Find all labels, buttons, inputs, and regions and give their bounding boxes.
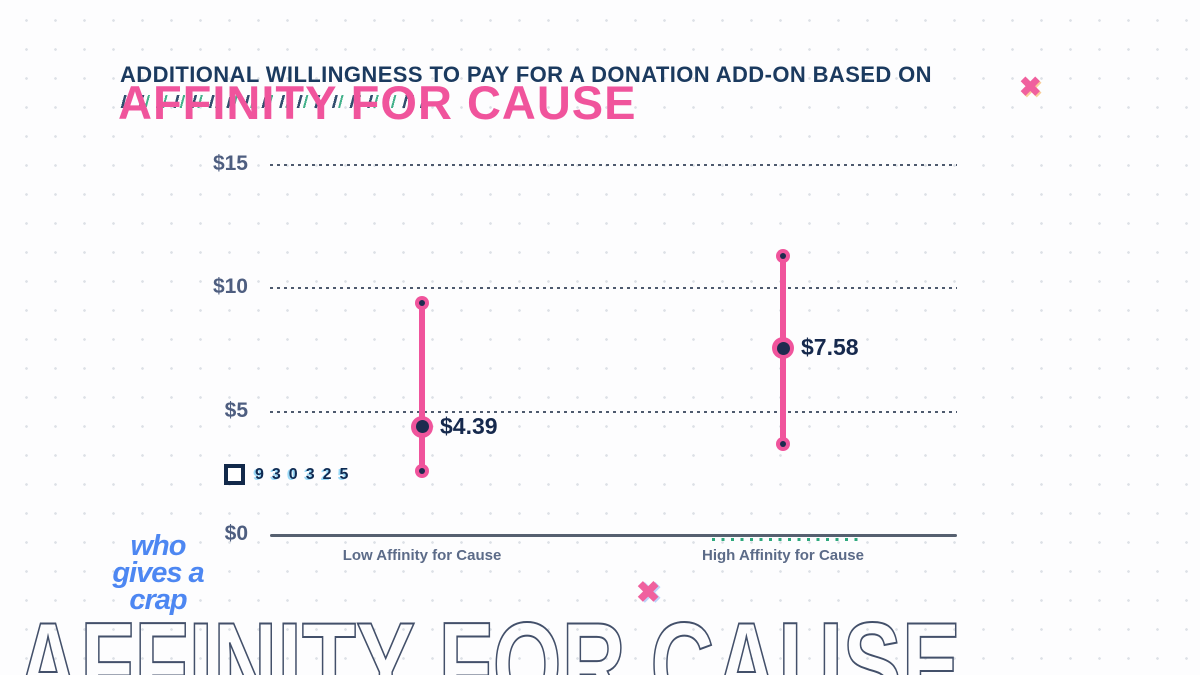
slide-title-line1: ADDITIONAL WILLINGNESS TO PAY FOR A DONA…: [120, 62, 932, 87]
code-overlay: 930325: [224, 464, 356, 485]
range-bar: [419, 303, 425, 471]
green-dotted-accent: [712, 538, 858, 541]
x-axis-line: [270, 534, 957, 537]
y-axis-tick-label: $15: [212, 151, 248, 175]
x-axis-category-label: High Affinity for Cause: [702, 547, 864, 564]
gridline: [270, 410, 957, 413]
range-endpoint-dot-core: [419, 467, 425, 474]
mean-value-label: $4.39: [440, 412, 498, 439]
gridline: [270, 163, 957, 166]
square-icon: [224, 464, 245, 485]
code-overlay-digits: 930325: [255, 465, 357, 483]
y-axis-tick-label: $5: [224, 398, 248, 422]
logo-line: crap: [129, 584, 187, 616]
pink-cross-icon: ✖: [1019, 72, 1042, 102]
y-axis-tick-label: $10: [212, 275, 248, 299]
range-endpoint-dot-core: [780, 440, 786, 447]
logo-line: who: [130, 530, 187, 562]
mean-value-label: $7.58: [801, 334, 859, 360]
x-axis-category-label: Low Affinity for Cause: [342, 547, 502, 564]
pink-cross-icon: ✖: [636, 577, 661, 609]
mean-dot: [776, 341, 790, 355]
slide-title-line2: AFFINITY FOR CAUSE: [118, 76, 637, 129]
gridline: [270, 287, 957, 290]
who-gives-a-crap-logo: who gives a crap: [88, 530, 228, 616]
range-endpoint-dot-core: [419, 300, 425, 307]
range-endpoint-dot-core: [780, 253, 786, 260]
logo-line: gives a: [112, 557, 204, 589]
watermark-outline-text: AFFINITY FOR CAUSE: [15, 616, 962, 675]
watermark-text: AFFINITY FOR CAUSE: [16, 616, 961, 675]
y-axis-tick-label: $0: [224, 522, 248, 545]
hash-marks-decoration: [120, 95, 428, 108]
mean-dot: [415, 420, 429, 434]
